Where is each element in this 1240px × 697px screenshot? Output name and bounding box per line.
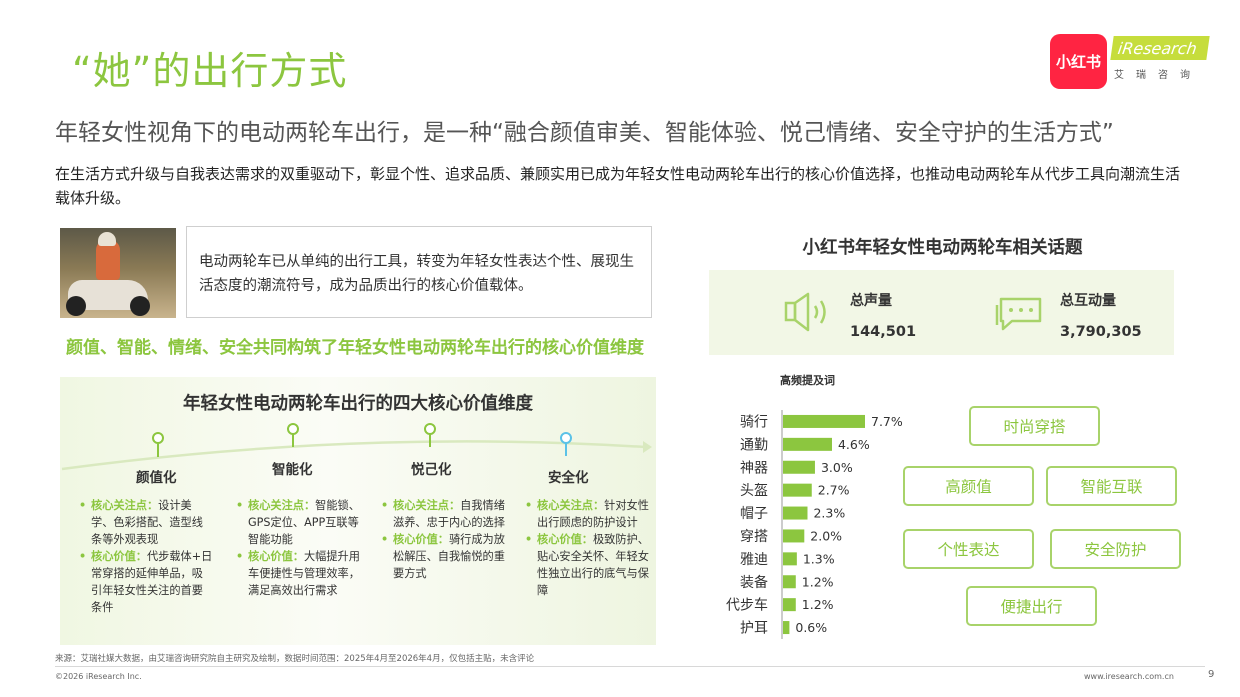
dimension-appearance-title: 颜值化 (136, 470, 177, 486)
bar (783, 529, 805, 543)
tag-smart-connect: 智能互联 (1046, 466, 1177, 506)
bar-category-label: 护耳 (740, 621, 768, 637)
bar-value-label: 2.3% (813, 506, 845, 521)
copyright: ©2026 iResearch Inc. (55, 672, 142, 681)
bar-category-label: 头盔 (740, 483, 768, 499)
bar (783, 598, 796, 612)
milestone-pin-icon (424, 423, 436, 447)
bar-value-label: 3.0% (821, 460, 853, 475)
bar (783, 621, 790, 635)
value-dimension-heading: 颜值、智能、情绪、安全共同构筑了年轻女性电动两轮车出行的核心价值维度 (66, 338, 644, 358)
bar (783, 506, 808, 520)
page-description: 在生活方式升级与自我表达需求的双重驱动下，彰显个性、追求品质、兼顾实用已成为年轻… (55, 165, 1181, 207)
list-item: • 核心关注点：针对女性出行顾虑的防护设计 (525, 499, 649, 529)
list-item: • 核心关注点：智能锁、GPS定位、APP互联等智能功能 (236, 499, 360, 546)
bar-value-label: 4.6% (838, 437, 870, 452)
bar-category-label: 帽子 (740, 506, 768, 522)
website-link[interactable]: www.iresearch.com.cn (1084, 672, 1174, 681)
bar-category-label: 骑行 (740, 414, 768, 430)
dimension-appearance-detail: • 核心关注点：设计美学、色彩搭配、造型线条等外观表现 • 核心价值：代步载体+日常… (79, 497, 214, 616)
iresearch-cn-name: 艾瑞咨询 (1114, 70, 1202, 81)
bar-value-label: 7.7% (871, 414, 903, 429)
total-volume-label: 总声量 (850, 293, 892, 309)
bar-category-label: 代步车 (726, 597, 768, 614)
topic-stats-panel: 总声量 144,501 总互动量 3,790,305 (709, 270, 1174, 355)
dimension-smart-title: 智能化 (272, 462, 313, 478)
xiaohongshu-logo: 小红书 (1050, 34, 1107, 89)
total-interaction-label: 总互动量 (1060, 293, 1116, 309)
dimension-smart-detail: • 核心关注点：智能锁、GPS定位、APP互联等智能功能 • 核心价值：大幅提升用车… (236, 497, 364, 599)
tag-convenient-travel: 便捷出行 (966, 586, 1097, 626)
total-interaction-value: 3,790,305 (1060, 324, 1142, 340)
bar-value-label: 2.7% (818, 483, 850, 498)
total-volume-value: 144,501 (850, 324, 917, 340)
list-item: • 核心关注点：自我情绪滋养、忠于内心的选择 (381, 499, 505, 529)
bar-category-label: 雅迪 (740, 552, 768, 568)
bar (783, 437, 832, 451)
speaker-icon (784, 292, 826, 332)
page-number: 9 (1208, 669, 1215, 680)
core-value-panel: 年轻女性电动两轮车出行的四大核心价值维度 颜值化 智能化 悦己化 安全化 • 核心… (60, 377, 656, 645)
bar (783, 483, 812, 497)
footer-divider (55, 666, 1205, 667)
bar (783, 414, 865, 428)
bar-value-label: 1.2% (802, 574, 834, 589)
list-item: • 核心关注点：设计美学、色彩搭配、造型线条等外观表现 (79, 499, 203, 546)
bar-value-label: 1.3% (803, 551, 835, 566)
milestone-pin-icon (560, 432, 572, 456)
dimension-self-pleasure-title: 悦己化 (411, 462, 452, 478)
quote-box: 电动两轮车已从单纯的出行工具，转变为年轻女性表达个性、展现生活态度的潮流符号，成… (186, 226, 652, 318)
bar-category-label: 穿搭 (740, 529, 768, 545)
list-item: • 核心价值：大幅提升用车便捷性与管理效率，满足高效出行需求 (236, 550, 360, 597)
bar-category-label: 装备 (740, 574, 768, 591)
milestone-pin-icon (287, 423, 299, 447)
frequency-bar-chart: 骑行 7.7% 通勤 4.6% 神器 3.0% 头盔 2.7% 帽子 2.3% 穿搭 2.0% 雅迪 1.… (726, 410, 903, 639)
scooter-rider-photo (60, 228, 176, 318)
xhs-topic-title: 小红书年轻女性电动两轮车相关话题 (802, 238, 1083, 258)
bar-value-label: 0.6% (795, 620, 827, 635)
bar (783, 575, 796, 589)
tag-personal-expression: 个性表达 (903, 529, 1034, 569)
list-item: • 核心价值：骑行成为放松解压、自我愉悦的重要方式 (381, 533, 505, 580)
bar-category-label: 通勤 (740, 437, 768, 453)
comment-icon (995, 297, 1042, 331)
dimension-safety-detail: • 核心关注点：针对女性出行顾虑的防护设计 • 核心价值：极致防护、贴心安全关怀、年… (525, 497, 649, 599)
page-title: “她”的出行方式 (72, 49, 348, 93)
list-item: • 核心价值：极致防护、贴心安全关怀、年轻女性独立出行的底气与保障 (525, 533, 649, 597)
iresearch-logo: iResearch 艾瑞咨询 (1110, 36, 1210, 84)
iresearch-wordmark: iResearch (1110, 36, 1210, 60)
bar-value-label: 2.0% (810, 528, 842, 543)
dimension-self-pleasure-detail: • 核心关注点：自我情绪滋养、忠于内心的选择 • 核心价值：骑行成为放松解压、自我愉… (381, 497, 505, 582)
timeline-arc (61, 423, 652, 471)
page-subtitle: 年轻女性视角下的电动两轮车出行，是一种“融合颜值审美、智能体验、悦己情绪、安全守… (55, 120, 1114, 146)
frequency-chart-title: 高频提及词 (780, 374, 835, 387)
list-item: • 核心价值：代步载体+日常穿搭的延伸单品，吸引年轻女性关注的首要条件 (79, 550, 213, 614)
tag-safety-protection: 安全防护 (1050, 529, 1181, 569)
dimension-safety-title: 安全化 (548, 470, 589, 486)
source-note: 来源：艾瑞社媒大数据，由艾瑞咨询研究院自主研究及绘制，数据时间范围：2025年4… (55, 654, 535, 664)
tag-fashion-outfit: 时尚穿搭 (969, 406, 1100, 446)
milestone-pin-icon (152, 432, 164, 457)
bar-category-label: 神器 (740, 460, 768, 476)
bar (783, 552, 797, 566)
tag-high-appearance: 高颜值 (903, 466, 1034, 506)
bar-value-label: 1.2% (802, 597, 834, 612)
bar (783, 460, 815, 474)
panel-title: 年轻女性电动两轮车出行的四大核心价值维度 (183, 394, 533, 414)
